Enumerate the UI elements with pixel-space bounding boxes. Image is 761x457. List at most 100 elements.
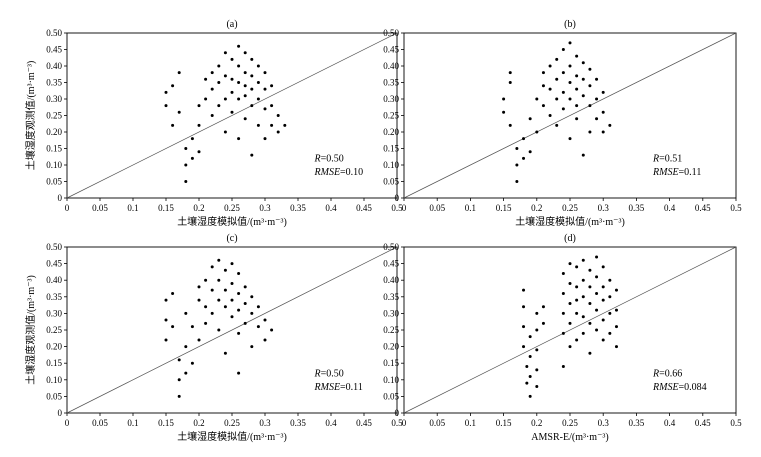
y-tick-label: 0.35 <box>383 78 399 88</box>
scatter-point <box>237 308 241 312</box>
y-tick-label: 0.30 <box>46 94 62 104</box>
scatter-point <box>555 97 559 101</box>
x-tick-label: 0.4 <box>325 203 337 213</box>
scatter-point <box>276 114 280 117</box>
scatter-point <box>581 153 585 157</box>
scatter-point <box>197 338 201 342</box>
scatter-point <box>223 268 227 272</box>
scatter-point <box>528 335 532 339</box>
x-tick-label: 0.2 <box>193 418 204 428</box>
scatter-point <box>535 328 539 332</box>
scatter-point <box>535 348 539 352</box>
scatter-point <box>210 114 214 117</box>
scatter-point <box>568 321 572 325</box>
panel-a: 0 0.05 0.1 0.15 0.2 0.25 0.3 0.35 0.4 0.45 0.500.0… <box>24 19 403 228</box>
scatter-point <box>243 94 247 98</box>
scatter-point <box>177 71 181 75</box>
scatter-point <box>581 315 585 319</box>
scatter-point <box>243 301 247 305</box>
scatter-point <box>276 130 280 134</box>
scatter-point <box>197 150 201 154</box>
scatter-point <box>190 325 194 329</box>
scatter-point <box>508 71 512 75</box>
scatter-point <box>230 77 234 81</box>
scatter-point <box>561 272 565 276</box>
scatter-point <box>256 305 260 309</box>
scatter-point <box>528 355 532 359</box>
scatter-point <box>595 291 599 295</box>
scatter-point <box>223 51 227 55</box>
r-value-label: R=0.66 <box>652 368 682 379</box>
one-to-one-line <box>66 32 398 199</box>
x-tick-label: 0.15 <box>158 418 174 428</box>
scatter-point <box>588 301 592 305</box>
scatter-point <box>588 351 592 355</box>
y-tick-label: 0.20 <box>383 342 399 352</box>
scatter-point <box>555 57 559 61</box>
y-tick-label: 0.15 <box>383 144 399 154</box>
scatter-point <box>237 137 241 141</box>
scatter-point <box>502 110 506 114</box>
y-tick-label: 0.20 <box>383 127 399 137</box>
x-tick-label: 0.35 <box>290 203 306 213</box>
scatter-point <box>263 338 267 342</box>
scatter-point <box>568 262 572 266</box>
scatter-point <box>217 298 221 302</box>
y-tick-label: 0.05 <box>46 177 62 187</box>
scatter-point <box>581 295 585 299</box>
x-axis-label: 土壤湿度模拟值/(m³·m⁻³) <box>515 215 625 228</box>
x-tick-label: 0.5 <box>391 203 403 213</box>
x-tick-label: 0.05 <box>92 203 108 213</box>
x-tick-label: 0 <box>65 203 70 213</box>
one-to-one-line <box>66 246 398 414</box>
scatter-point <box>204 97 208 101</box>
scatter-point <box>190 361 194 365</box>
scatter-point <box>250 104 254 108</box>
y-tick-label: 0 <box>58 193 63 203</box>
scatter-point <box>608 123 612 127</box>
y-tick-label: 0.20 <box>46 342 62 352</box>
scatter-point <box>568 345 572 349</box>
x-tick-label: 0.35 <box>629 418 645 428</box>
scatter-point <box>548 64 552 68</box>
scatter-point <box>283 123 287 127</box>
scatter-point <box>528 150 532 154</box>
one-to-one-line <box>403 246 737 414</box>
scatter-point <box>217 64 221 68</box>
scatter-point <box>250 295 254 299</box>
scatter-point <box>601 318 605 322</box>
scatter-point <box>525 365 529 369</box>
scatter-point <box>601 298 605 302</box>
scatter-point <box>270 84 274 88</box>
scatter-point <box>237 272 241 276</box>
y-tick-label: 0.25 <box>46 325 62 335</box>
x-axis-label: AMSR-E/(m³·m⁻³) <box>531 432 608 443</box>
scatter-point <box>522 156 526 160</box>
y-tick-label: 0.30 <box>383 94 399 104</box>
scatter-point <box>575 74 579 78</box>
scatter-point <box>250 57 254 61</box>
x-tick-label: 0.45 <box>695 418 711 428</box>
y-tick-label: 0.35 <box>46 78 62 88</box>
scatter-point <box>184 311 188 315</box>
scatter-point <box>515 147 519 150</box>
x-tick-label: 0.45 <box>356 418 372 428</box>
x-tick-label: 0.25 <box>562 203 578 213</box>
scatter-point <box>522 305 526 309</box>
scatter-point <box>223 288 227 292</box>
y-tick-label: 0.15 <box>46 358 62 368</box>
scatter-point <box>555 123 559 127</box>
x-tick-label: 0.05 <box>429 203 445 213</box>
scatter-point <box>171 123 175 127</box>
x-tick-label: 0.2 <box>531 418 542 428</box>
x-tick-label: 0.25 <box>224 418 240 428</box>
scatter-point <box>608 311 612 315</box>
y-tick-label: 0.40 <box>383 275 399 285</box>
scatter-point <box>164 318 168 322</box>
scatter-point <box>250 153 254 157</box>
rmse-value-label: RMSE=0.11 <box>652 167 701 178</box>
scatter-point <box>561 71 565 75</box>
x-tick-label: 0.1 <box>127 418 138 428</box>
scatter-point <box>541 104 545 108</box>
scatter-point <box>568 64 572 68</box>
